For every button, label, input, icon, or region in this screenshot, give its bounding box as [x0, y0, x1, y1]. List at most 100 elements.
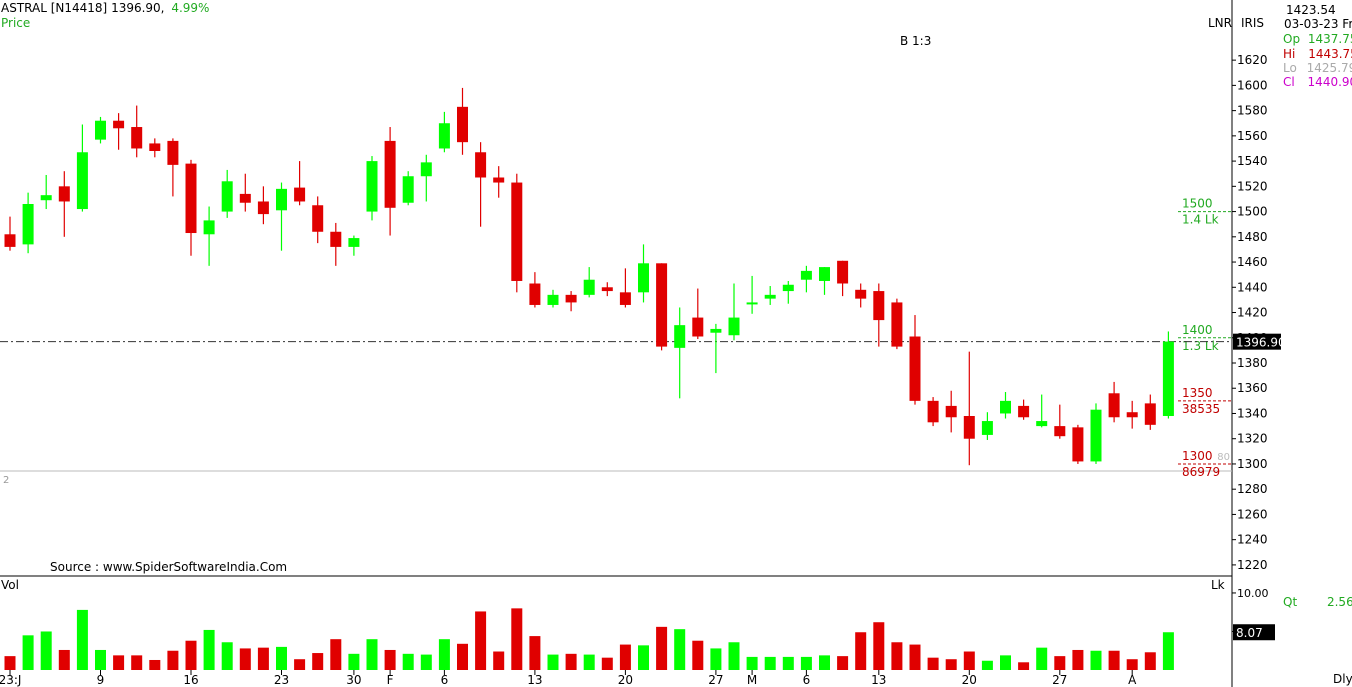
- volume-bar: [40, 631, 52, 670]
- price-tick-label: 1280: [1237, 482, 1268, 496]
- candle-body: [927, 400, 939, 423]
- candle-body: [131, 127, 143, 149]
- price-tick-label: 1340: [1237, 406, 1268, 420]
- candle-body: [493, 177, 505, 183]
- candle-body: [402, 176, 414, 203]
- close-row: Cl 1440.90: [1283, 75, 1352, 89]
- volume-bar: [565, 653, 577, 670]
- volume-bar: [873, 622, 885, 670]
- candle-body: [1126, 412, 1138, 418]
- percent-change: 4.99%: [171, 1, 210, 15]
- volume-bar: [837, 656, 849, 670]
- candle-body: [239, 193, 251, 203]
- price-tick-label: 1380: [1237, 356, 1268, 370]
- candle-body: [511, 182, 523, 281]
- volume-unit-label: Lk: [1211, 578, 1225, 592]
- volume-bar: [1054, 656, 1066, 670]
- candle-body: [203, 220, 215, 235]
- price-level-volume: 38535: [1182, 402, 1220, 416]
- volume-bar: [330, 639, 342, 670]
- price-pane-label: Price: [1, 16, 31, 30]
- volume-bar: [547, 654, 559, 670]
- candle-body: [1018, 405, 1030, 418]
- volume-bar: [764, 656, 776, 670]
- price-tick-label: 1360: [1237, 381, 1268, 395]
- volume-bar: [583, 654, 595, 670]
- volume-bar: [1018, 662, 1030, 670]
- price-level-label: 1350: [1182, 386, 1213, 400]
- x-tick-label: 23:J: [0, 673, 21, 687]
- candle-body: [257, 201, 269, 215]
- candle-body: [619, 292, 631, 305]
- candle-body: [782, 284, 794, 292]
- x-tick-label: 27: [708, 673, 723, 687]
- candle-body: [1000, 400, 1011, 414]
- candle-body: [764, 294, 776, 299]
- candle-body: [800, 270, 812, 280]
- volume-bar: [782, 656, 794, 670]
- volume-bar: [221, 642, 233, 670]
- volume-bar: [438, 639, 450, 670]
- volume-bar: [945, 659, 957, 670]
- price-tick-label: 1300: [1237, 457, 1268, 471]
- price-tick-label: 1260: [1237, 507, 1268, 521]
- candle-body: [565, 294, 577, 303]
- x-tick-label: M: [747, 673, 757, 687]
- volume-bar: [493, 651, 505, 670]
- volume-bar: [1162, 632, 1174, 670]
- candle-body: [855, 289, 867, 299]
- price-tick-label: 1520: [1237, 179, 1268, 193]
- volume-bar: [312, 653, 324, 670]
- candle-body: [873, 291, 885, 321]
- candle-body: [1162, 341, 1174, 416]
- volume-bar: [963, 651, 975, 670]
- low-value: 1425.79: [1306, 61, 1352, 75]
- open-label: Op: [1283, 32, 1301, 46]
- candle-body: [366, 161, 378, 212]
- bar-date: 03-03-23 Fri: [1284, 17, 1352, 31]
- candle-body: [149, 143, 161, 151]
- volume-bar: [692, 640, 704, 670]
- candle-body: [692, 317, 704, 337]
- volume-bar: [294, 659, 306, 670]
- candle-body: [583, 279, 595, 295]
- volume-bar: [185, 640, 197, 670]
- x-tick-label: 27: [1052, 673, 1067, 687]
- last-volume-box-label: 8.07: [1236, 626, 1263, 640]
- volume-bar: [257, 647, 269, 670]
- volume-bar: [1126, 659, 1138, 670]
- price-tick-label: 1480: [1237, 230, 1268, 244]
- volume-bar: [1108, 650, 1120, 670]
- volume-bar: [1144, 652, 1156, 670]
- candle-body: [547, 294, 559, 305]
- candle-body: [185, 163, 197, 234]
- price-tick-label: 1600: [1237, 78, 1268, 92]
- scale-mode-label[interactable]: LNR: [1208, 16, 1232, 30]
- candle-body: [95, 120, 106, 140]
- volume-bar: [619, 644, 631, 670]
- bonus-annotation: B 1:3: [900, 34, 932, 48]
- candle-body: [438, 123, 450, 149]
- last-price-box: [1233, 333, 1281, 350]
- volume-bar: [348, 653, 360, 670]
- candle-body: [420, 162, 432, 177]
- x-tick-label: F: [387, 673, 394, 687]
- timeframe-label[interactable]: Dly: [1333, 672, 1352, 686]
- candle-body: [221, 181, 233, 212]
- price-level-label: 1400: [1182, 323, 1213, 337]
- candle-body: [348, 238, 360, 247]
- indicator-label[interactable]: IRIS: [1241, 16, 1265, 30]
- candle-body: [1072, 427, 1084, 462]
- volume-bar: [203, 629, 215, 670]
- candle-body: [891, 302, 903, 347]
- price-level-volume: 1.4 Lk: [1182, 213, 1219, 227]
- volume-bar: [131, 655, 143, 670]
- x-tick-label: 16: [183, 673, 198, 687]
- volume-bar: [457, 643, 468, 670]
- close-value: 1440.90: [1307, 75, 1352, 89]
- volume-bar: [475, 611, 487, 670]
- volume-bar: [710, 648, 722, 670]
- x-tick-label: 30: [346, 673, 361, 687]
- candle-body: [909, 336, 921, 401]
